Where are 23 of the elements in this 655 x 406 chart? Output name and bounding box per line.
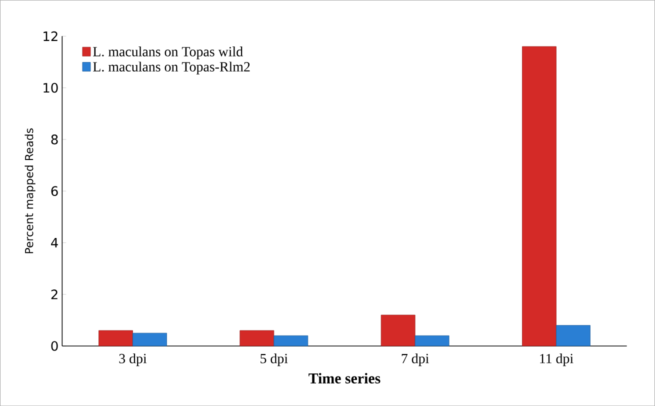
y-tick-label: 12 xyxy=(44,31,58,41)
legend-label: L. maculans on Topas wild xyxy=(93,46,243,60)
bar xyxy=(414,335,450,346)
x-axis-title: Time series xyxy=(308,372,380,384)
bar xyxy=(522,46,556,346)
y-tick-label: 8 xyxy=(51,134,58,144)
legend-label: L. maculans on Topas-Rlm2 xyxy=(93,62,250,74)
x-tick-label: 5 dpi xyxy=(260,353,288,366)
bar xyxy=(380,314,416,346)
bar xyxy=(132,332,167,346)
bar xyxy=(98,330,133,346)
x-tick-label: 11 dpi xyxy=(540,353,574,366)
y-tick-label: 2 xyxy=(51,289,58,300)
y-tick-label: 10 xyxy=(44,82,58,93)
bar xyxy=(274,335,308,346)
bar xyxy=(556,325,590,346)
y-tick-label: 0 xyxy=(51,341,58,351)
x-tick-label: 7 dpi xyxy=(402,353,429,366)
y-axis-title: Percent mapped Reads xyxy=(24,128,36,254)
x-tick-label: 3 dpi xyxy=(119,353,147,366)
bar xyxy=(240,330,274,346)
y-tick-label: 4 xyxy=(51,238,58,248)
y-tick-label: 6 xyxy=(51,186,58,196)
